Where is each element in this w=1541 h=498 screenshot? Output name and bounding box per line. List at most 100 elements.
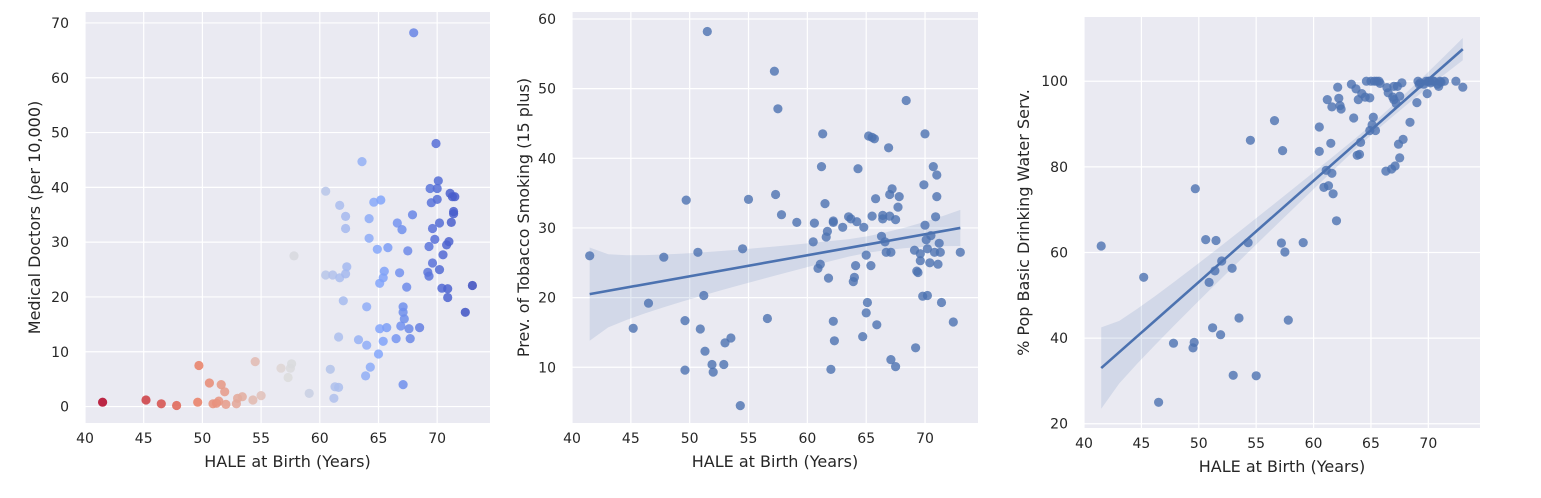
scatter-point xyxy=(194,360,204,371)
x-tick-label: 50 xyxy=(681,431,699,447)
scatter-point xyxy=(829,336,840,346)
scatter-point xyxy=(826,364,836,374)
scatter-point xyxy=(424,271,434,281)
scatter-point xyxy=(891,215,901,225)
scatter-point xyxy=(1365,93,1375,103)
scatter-point xyxy=(1390,161,1400,171)
scatter-point xyxy=(913,267,923,278)
x-tick-label: 70 xyxy=(916,431,934,447)
scatter-point xyxy=(287,359,297,369)
scatter-point xyxy=(396,321,406,331)
scatter-point xyxy=(398,302,408,312)
scatter-point xyxy=(424,241,434,252)
y-tick-label: 60 xyxy=(1050,245,1068,261)
x-tick-label: 70 xyxy=(428,431,446,447)
scatter-point xyxy=(432,183,442,194)
scatter-point xyxy=(932,192,942,202)
scatter-point xyxy=(886,247,896,257)
scatter-point xyxy=(851,261,861,271)
scatter-point xyxy=(221,399,231,409)
scatter-point xyxy=(276,363,286,373)
scatter-point xyxy=(886,355,896,365)
y-tick-label: 10 xyxy=(51,345,69,361)
scatter-point xyxy=(922,290,933,301)
scatter-point xyxy=(362,302,372,312)
scatter-point xyxy=(820,199,830,209)
scatter-point xyxy=(403,246,413,256)
x-tick-label: 65 xyxy=(1362,436,1380,452)
regression-line xyxy=(1100,48,1464,370)
scatter-point xyxy=(861,250,871,260)
scatter-point xyxy=(1234,313,1244,323)
scatter-point xyxy=(372,244,382,254)
scatter-point xyxy=(934,238,944,248)
y-tick-label: 100 xyxy=(1041,74,1068,90)
scatter-point xyxy=(915,249,925,259)
scatter-point xyxy=(628,323,638,333)
x-tick-label: 60 xyxy=(798,431,816,447)
scatter-point xyxy=(815,259,825,269)
y-tick-label: 50 xyxy=(538,82,556,98)
scatter-point xyxy=(397,225,407,235)
scatter-point xyxy=(822,226,833,236)
scatter-point xyxy=(1227,263,1237,273)
scatter-point xyxy=(884,143,894,153)
y-tick-label: 60 xyxy=(538,12,556,28)
scatter-point xyxy=(399,314,409,324)
scatter-point xyxy=(449,209,459,219)
scatter-point xyxy=(407,210,418,220)
scatter-point xyxy=(329,393,339,403)
scatter-point xyxy=(922,244,933,254)
scatter-point xyxy=(680,316,690,326)
scatter-point xyxy=(432,194,442,204)
scatter-point xyxy=(341,269,351,279)
scatter-point xyxy=(289,251,299,261)
scatter-point xyxy=(321,186,331,196)
x-axis-label: HALE at Birth (Years) xyxy=(692,452,858,471)
scatter-point xyxy=(431,138,441,149)
scatter-point xyxy=(919,180,929,190)
scatter-point xyxy=(1298,238,1308,248)
scatter-point xyxy=(379,266,389,276)
data-layer xyxy=(98,28,477,411)
scatter-point xyxy=(702,26,712,37)
data-layer xyxy=(585,26,965,411)
scatter-point xyxy=(193,397,203,407)
confidence-band xyxy=(589,209,961,341)
y-tick-label: 80 xyxy=(1050,160,1068,176)
scatter-point xyxy=(1283,315,1293,325)
scatter-point xyxy=(1336,104,1346,114)
scatter-point xyxy=(1397,78,1407,88)
scatter-point xyxy=(891,362,901,372)
scatter-point xyxy=(866,261,876,271)
scatter-point xyxy=(353,335,364,345)
scatter-point xyxy=(460,307,470,317)
scatter-point xyxy=(1327,168,1337,178)
x-tick-label: 70 xyxy=(1419,436,1437,452)
scatter-point xyxy=(438,250,448,260)
scatter-point xyxy=(911,343,921,353)
y-tick-label: 0 xyxy=(60,400,69,416)
scatter-point xyxy=(828,316,838,326)
scatter-point xyxy=(769,66,780,76)
scatter-point xyxy=(872,320,882,330)
scatter-point xyxy=(334,382,344,392)
x-tick-label: 50 xyxy=(1190,436,1208,452)
scatter-point xyxy=(1245,135,1255,145)
plot-background xyxy=(572,12,978,423)
scatter-point xyxy=(852,217,862,227)
scatter-point xyxy=(808,237,818,247)
scatter-point xyxy=(1208,323,1218,333)
x-tick-label: 60 xyxy=(1305,436,1323,452)
scatter-point xyxy=(342,262,352,272)
scatter-point xyxy=(325,364,335,374)
scatter-point xyxy=(1201,235,1211,245)
panel-doctors-axes: 40 45 50 55 60 65 70 0 10 20 30 40 50 60 70 HALE at Bir… xyxy=(25,12,490,471)
scatter-point xyxy=(361,371,371,381)
x-tick-label: 45 xyxy=(135,431,153,447)
scatter-point xyxy=(1168,338,1179,348)
scatter-point xyxy=(809,218,820,228)
scatter-point xyxy=(771,189,781,200)
scatter-point xyxy=(1326,138,1336,148)
